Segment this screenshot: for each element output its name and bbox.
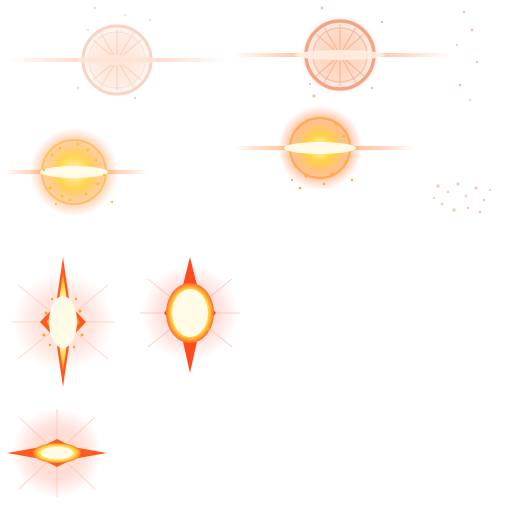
star-burst-flat-icon — [5, 405, 110, 500]
star-burst-particles-icon — [10, 255, 120, 390]
faint-burst-ring-icon — [0, 0, 240, 120]
burst-particles-flare-bright-icon — [232, 100, 422, 200]
star-burst-core-icon — [140, 255, 240, 375]
scatter-sparks-icon — [420, 170, 500, 220]
burst-ring-flare-icon — [232, 0, 512, 110]
burst-particles-flare-icon — [0, 120, 160, 220]
